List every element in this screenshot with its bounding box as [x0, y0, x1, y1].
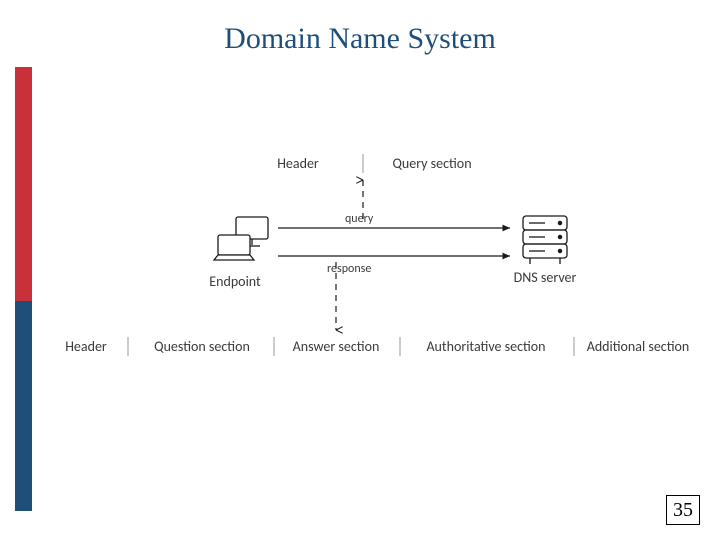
response-section-label: Additional section: [587, 338, 690, 355]
dns-diagram: Endpoint DNS server query response Heade…: [0, 0, 720, 540]
query-label: query: [345, 212, 374, 226]
response-label: response: [327, 262, 371, 276]
query-section-label: Header: [277, 155, 319, 172]
response-section-label: Question section: [154, 338, 250, 355]
response-section-label: Authoritative section: [426, 338, 545, 355]
response-section-label: Answer section: [293, 338, 380, 355]
query-sections-row: Header Query section: [277, 154, 471, 173]
page-number: 35: [666, 495, 700, 525]
dns-server-icon: [523, 216, 567, 264]
endpoint-label: Endpoint: [209, 273, 261, 290]
query-section-label: Query section: [392, 155, 471, 172]
endpoint-icon: [214, 217, 268, 260]
dns-server-label: DNS server: [514, 269, 577, 286]
response-sections-row: Header Question section Answer section Auth…: [65, 337, 689, 356]
response-section-label: Header: [65, 338, 107, 355]
